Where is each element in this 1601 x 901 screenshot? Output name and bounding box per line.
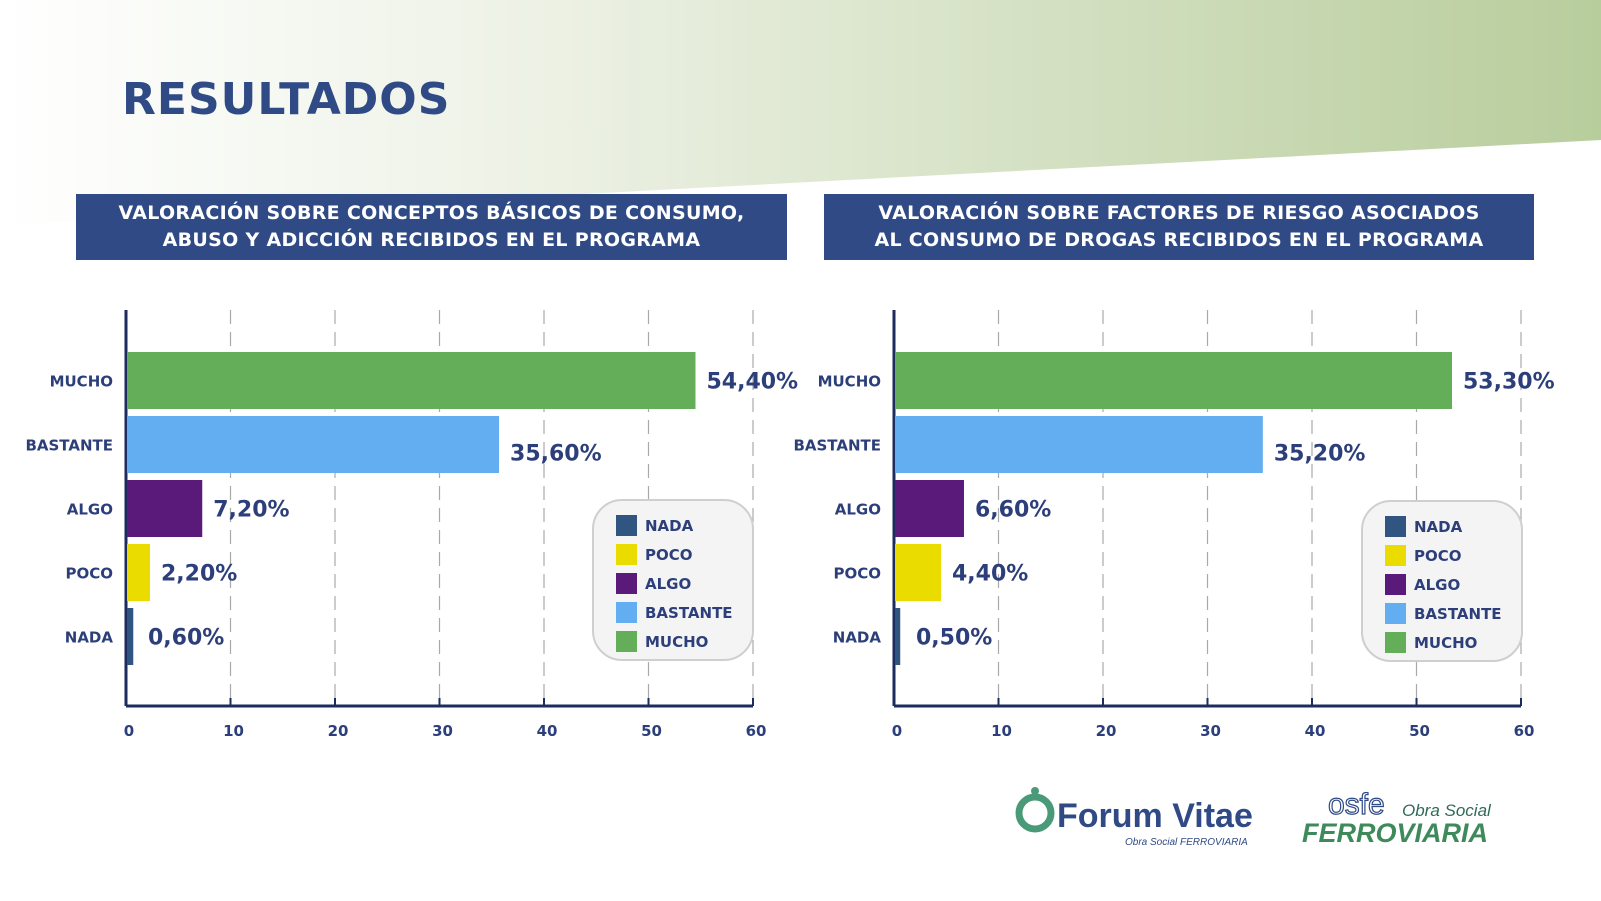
bar-nada bbox=[127, 608, 134, 665]
x-tick-label: 50 bbox=[641, 722, 662, 740]
legend-swatch bbox=[616, 631, 637, 652]
legend-item-algo: ALGO bbox=[616, 569, 752, 598]
chart1-title-line2: ABUSO Y ADICCIÓN RECIBIDOS EN EL PROGRAM… bbox=[162, 229, 701, 251]
legend-item-mucho: MUCHO bbox=[1385, 628, 1521, 657]
x-tick-label: 30 bbox=[432, 722, 453, 740]
category-label: POCO bbox=[833, 565, 881, 583]
x-tick-label: 40 bbox=[1305, 722, 1326, 740]
bar-bastante bbox=[895, 416, 1263, 473]
legend-label: BASTANTE bbox=[1414, 604, 1502, 623]
x-tick-label: 60 bbox=[746, 722, 767, 740]
legend-item-nada: NADA bbox=[616, 511, 752, 540]
x-tick-label: 20 bbox=[1096, 722, 1117, 740]
legend-swatch bbox=[616, 515, 637, 536]
x-tick-label: 40 bbox=[537, 722, 558, 740]
legend-label: ALGO bbox=[645, 574, 692, 593]
data-label: 2,20% bbox=[161, 562, 237, 587]
legend-label: POCO bbox=[1414, 546, 1462, 565]
bar-mucho bbox=[895, 352, 1452, 409]
legend-label: BASTANTE bbox=[645, 603, 733, 622]
legend-label: NADA bbox=[1414, 517, 1463, 536]
category-label: ALGO bbox=[67, 501, 113, 519]
category-label: MUCHO bbox=[818, 373, 881, 391]
x-tick-label: 10 bbox=[223, 722, 244, 740]
bar-nada bbox=[895, 608, 901, 665]
bar-algo bbox=[895, 480, 964, 537]
legend-label: MUCHO bbox=[645, 632, 709, 651]
bar-bastante bbox=[127, 416, 500, 473]
category-label: NADA bbox=[833, 629, 882, 647]
bar-algo bbox=[127, 480, 203, 537]
legend-item-mucho: MUCHO bbox=[616, 627, 752, 656]
chart1-title-line1: VALORACIÓN SOBRE CONCEPTOS BÁSICOS DE CO… bbox=[118, 202, 745, 224]
category-label: ALGO bbox=[835, 501, 881, 519]
data-label: 6,60% bbox=[975, 498, 1051, 523]
legend-item-nada: NADA bbox=[1385, 512, 1521, 541]
forum-vitae-logo: Forum Vitae Obra Social FERROVIARIA bbox=[1015, 787, 1253, 848]
legend-swatch bbox=[1385, 516, 1406, 537]
chart1-title-banner: VALORACIÓN SOBRE CONCEPTOS BÁSICOS DE CO… bbox=[76, 194, 787, 260]
osfe-ferroviaria-text: FERROVIARIA bbox=[1302, 818, 1488, 848]
category-label: BASTANTE bbox=[25, 437, 113, 455]
legend-item-algo: ALGO bbox=[1385, 570, 1521, 599]
page-title: RESULTADOS bbox=[122, 74, 451, 125]
legend-swatch bbox=[1385, 632, 1406, 653]
x-tick-label: 50 bbox=[1409, 722, 1430, 740]
legend-label: POCO bbox=[645, 545, 693, 564]
forum-vitae-text: Forum Vitae bbox=[1057, 797, 1253, 835]
x-tick-label: 0 bbox=[892, 722, 902, 740]
legend-item-bastante: BASTANTE bbox=[616, 598, 752, 627]
legend-label: NADA bbox=[645, 516, 694, 535]
x-tick-label: 60 bbox=[1514, 722, 1535, 740]
forum-vitae-subtext: Obra Social FERROVIARIA bbox=[1125, 837, 1248, 848]
legend-swatch bbox=[616, 602, 637, 623]
legend-label: MUCHO bbox=[1414, 633, 1478, 652]
legend-swatch bbox=[616, 573, 637, 594]
legend-item-bastante: BASTANTE bbox=[1385, 599, 1521, 628]
bar-poco bbox=[127, 544, 150, 601]
chart2-title-banner: VALORACIÓN SOBRE FACTORES DE RIESGO ASOC… bbox=[824, 194, 1534, 260]
category-label: MUCHO bbox=[50, 373, 113, 391]
category-label: BASTANTE bbox=[793, 437, 881, 455]
osfe-obra-social-text: Obra Social bbox=[1402, 801, 1492, 820]
bar-poco bbox=[895, 544, 941, 601]
forum-vitae-emblem-icon bbox=[1015, 793, 1055, 833]
osfe-logo: osfe Obra Social FERROVIARIA bbox=[1302, 787, 1492, 848]
osfe-text: osfe bbox=[1328, 788, 1385, 821]
data-label: 54,40% bbox=[706, 370, 798, 395]
legend-item-poco: POCO bbox=[616, 540, 752, 569]
x-tick-label: 10 bbox=[991, 722, 1012, 740]
x-tick-label: 0 bbox=[124, 722, 134, 740]
category-label: POCO bbox=[65, 565, 113, 583]
x-tick-label: 20 bbox=[328, 722, 349, 740]
data-label: 0,50% bbox=[916, 626, 992, 651]
legend-swatch bbox=[1385, 574, 1406, 595]
x-tick-label: 30 bbox=[1200, 722, 1221, 740]
category-label: NADA bbox=[65, 629, 114, 647]
chart2-legend: NADA POCO ALGO BASTANTE MUCHO bbox=[1361, 500, 1523, 662]
chart2-title-line1: VALORACIÓN SOBRE FACTORES DE RIESGO ASOC… bbox=[878, 202, 1480, 224]
data-label: 53,30% bbox=[1463, 370, 1555, 395]
legend-item-poco: POCO bbox=[1385, 541, 1521, 570]
legend-swatch bbox=[616, 544, 637, 565]
bar-mucho bbox=[127, 352, 696, 409]
data-label: 0,60% bbox=[148, 626, 224, 651]
chart1-legend: NADA POCO ALGO BASTANTE MUCHO bbox=[592, 499, 754, 661]
data-label: 4,40% bbox=[952, 562, 1028, 587]
legend-label: ALGO bbox=[1414, 575, 1461, 594]
legend-swatch bbox=[1385, 545, 1406, 566]
data-label: 35,20% bbox=[1274, 442, 1366, 467]
legend-swatch bbox=[1385, 603, 1406, 624]
data-label: 7,20% bbox=[213, 498, 289, 523]
data-label: 35,60% bbox=[510, 442, 602, 467]
chart2-title-line2: AL CONSUMO DE DROGAS RECIBIDOS EN EL PRO… bbox=[874, 229, 1484, 251]
